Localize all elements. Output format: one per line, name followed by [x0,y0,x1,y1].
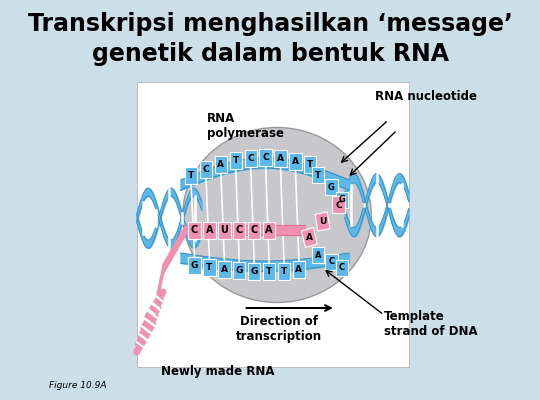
Ellipse shape [183,128,372,302]
Text: T: T [233,156,239,165]
Text: Figure 10.9A: Figure 10.9A [49,381,106,390]
FancyBboxPatch shape [137,82,409,367]
Text: T: T [188,171,194,180]
Text: G: G [191,261,198,270]
Text: A: A [218,160,225,169]
Text: A: A [315,250,321,260]
Text: T: T [266,267,272,276]
Text: Template
strand of DNA: Template strand of DNA [384,310,478,338]
Text: C: C [339,264,345,272]
Bar [301,228,317,248]
Bar [233,222,246,238]
Bar [263,222,275,238]
Text: A: A [295,266,302,274]
Text: G: G [328,182,335,192]
Text: Transkripsi menghasilkan ‘message’: Transkripsi menghasilkan ‘message’ [28,12,512,36]
Text: G: G [235,266,243,275]
Bar [204,259,215,276]
Bar [289,152,301,170]
Bar [233,262,246,279]
Bar [204,222,215,238]
Text: G: G [339,196,346,204]
Text: C: C [202,165,210,174]
Bar [218,261,231,278]
Text: A: A [277,154,284,163]
Bar [200,161,212,178]
Bar [260,149,272,166]
Text: G: G [251,267,258,276]
Text: T: T [281,266,287,276]
Bar [188,222,201,238]
Text: C: C [251,225,258,235]
Bar [278,262,290,280]
Bar [218,222,231,238]
Bar [312,167,325,183]
Text: genetik dalam bentuk RNA: genetik dalam bentuk RNA [91,42,449,66]
Text: T: T [206,263,213,272]
Bar [336,192,348,208]
Text: C: C [262,153,269,162]
Text: C: C [247,154,254,163]
Text: RNA nucleotide: RNA nucleotide [375,90,477,104]
Bar [293,262,305,278]
Bar [304,156,316,174]
Text: Newly made RNA: Newly made RNA [160,365,274,378]
Bar [315,212,330,231]
Text: T: T [307,160,314,170]
Bar [263,263,275,280]
Bar [188,257,201,274]
Bar [332,196,345,213]
Text: U: U [220,225,228,235]
Text: C: C [191,225,198,235]
Text: A: A [206,225,213,235]
Text: A: A [265,225,273,235]
Bar [325,179,338,195]
Text: C: C [335,200,342,210]
Bar [248,263,260,280]
Text: A: A [221,265,228,274]
Text: C: C [328,258,334,266]
Bar [185,167,197,184]
Text: A: A [306,234,313,242]
Text: C: C [235,225,243,235]
Text: RNA
polymerase: RNA polymerase [207,112,284,140]
Bar [274,150,287,167]
Text: A: A [292,156,299,166]
Bar [312,247,325,263]
Bar [230,152,242,169]
Bar [325,254,338,270]
Bar [215,156,227,173]
Bar [336,260,348,276]
Bar [248,222,260,238]
Text: Direction of
transcription: Direction of transcription [235,315,322,343]
Text: T: T [315,170,321,180]
Text: U: U [319,218,326,226]
Bar [245,150,257,167]
